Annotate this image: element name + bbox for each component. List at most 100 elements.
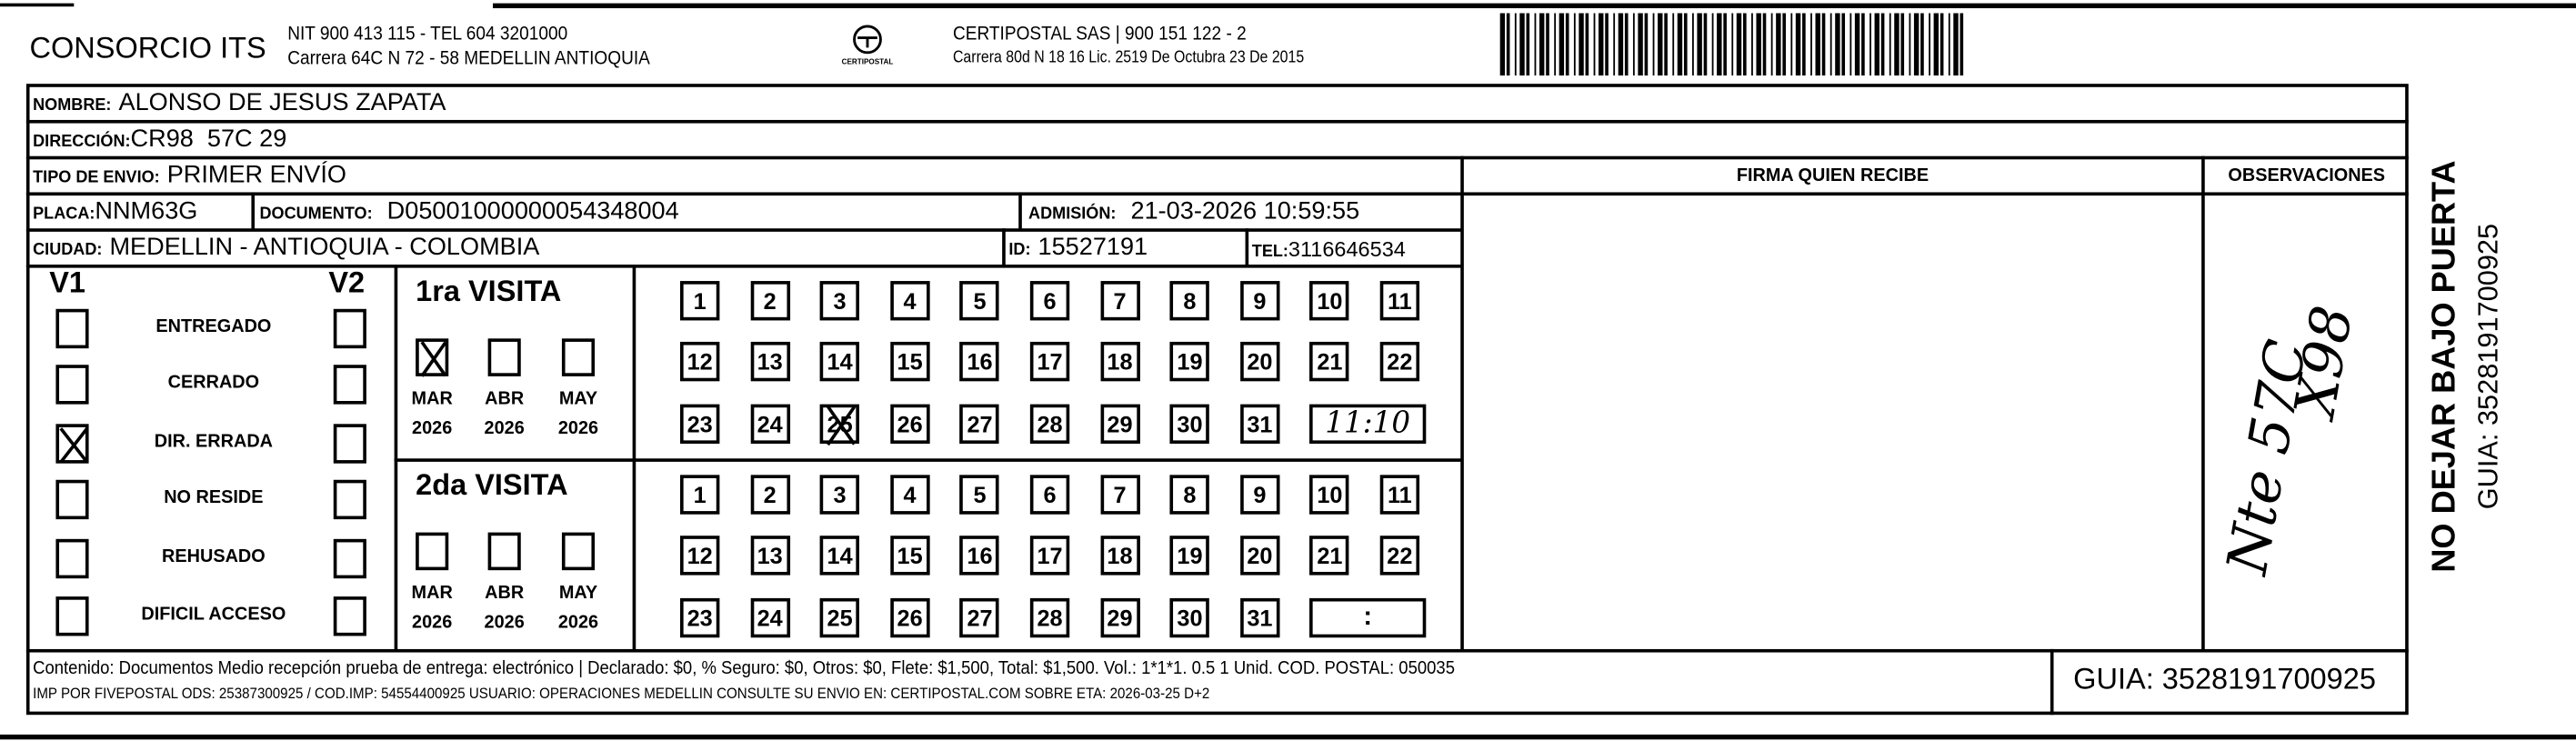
day-box[interactable]: 20 <box>1239 536 1280 576</box>
day-box[interactable]: 28 <box>1029 597 1070 638</box>
status-label: REHUSADO <box>161 546 266 567</box>
day-box[interactable]: 31 <box>1239 404 1280 444</box>
day-box[interactable]: 26 <box>889 597 930 638</box>
day-box[interactable]: 16 <box>959 536 1000 576</box>
day-box[interactable]: 5 <box>959 475 1000 515</box>
day-box[interactable]: 8 <box>1169 281 1210 321</box>
v2-checkbox[interactable] <box>333 479 366 520</box>
day-box[interactable]: 26 <box>889 404 930 444</box>
day-box[interactable]: 10 <box>1309 475 1350 515</box>
month-checkbox[interactable] <box>487 338 521 376</box>
day-box[interactable]: 24 <box>749 597 790 638</box>
day-box[interactable]: 4 <box>889 475 930 515</box>
day-box[interactable]: 7 <box>1099 475 1140 515</box>
day-box[interactable]: 2 <box>749 281 790 321</box>
signature-area[interactable] <box>1466 195 2200 649</box>
v2-checkbox[interactable] <box>333 596 366 636</box>
v1-checkbox[interactable] <box>55 479 89 520</box>
day-box[interactable]: 29 <box>1099 404 1140 444</box>
day-box[interactable]: 21 <box>1309 536 1350 576</box>
footer-imp-text: IMP POR FIVEPOSTAL ODS: 25387300925 / CO… <box>33 685 1210 702</box>
day-box[interactable]: 11 <box>1379 475 1420 515</box>
barcode-bar <box>1815 13 1820 76</box>
day-box[interactable]: 9 <box>1239 281 1280 321</box>
v2-checkbox[interactable] <box>333 538 366 579</box>
month-checkbox[interactable] <box>416 338 449 376</box>
day-box[interactable]: 2 <box>749 475 790 515</box>
day-box[interactable]: 28 <box>1029 404 1070 444</box>
day-box[interactable]: 20 <box>1239 341 1280 382</box>
day-box[interactable]: 27 <box>959 404 1000 444</box>
time-box[interactable]: 11:10 <box>1309 404 1427 444</box>
v2-checkbox[interactable] <box>333 308 366 349</box>
day-box[interactable]: 5 <box>959 281 1000 321</box>
day-box[interactable]: 9 <box>1239 475 1280 515</box>
barcode-bar <box>1940 13 1944 76</box>
day-box[interactable]: 1 <box>680 475 720 515</box>
day-box[interactable]: 23 <box>680 597 720 638</box>
day-box[interactable]: 19 <box>1169 341 1210 382</box>
day-box[interactable]: 19 <box>1169 536 1210 576</box>
day-box[interactable]: 6 <box>1029 281 1070 321</box>
barcode-bar <box>1632 13 1635 76</box>
day-box[interactable]: 17 <box>1029 536 1070 576</box>
day-box[interactable]: 22 <box>1379 341 1420 382</box>
day-box[interactable]: 14 <box>819 341 860 382</box>
day-box[interactable]: 14 <box>819 536 860 576</box>
day-box[interactable]: 23 <box>680 404 720 444</box>
status-label: DIFICIL ACCESO <box>141 605 286 625</box>
barcode-bar <box>1770 13 1773 76</box>
v1-checkbox[interactable] <box>55 365 89 405</box>
barcode-bar <box>1835 13 1840 76</box>
v1-checkbox[interactable] <box>55 538 89 579</box>
barcode-bar <box>1573 13 1576 76</box>
v2-checkbox[interactable] <box>333 365 366 405</box>
day-box[interactable]: 4 <box>889 281 930 321</box>
day-box[interactable]: 29 <box>1099 597 1140 638</box>
day-box[interactable]: 3 <box>819 281 860 321</box>
divider <box>394 264 398 651</box>
company-address: Carrera 64C N 72 - 58 MEDELLIN ANTIOQUIA <box>287 46 699 69</box>
barcode-bar <box>1644 13 1649 76</box>
day-box[interactable]: 15 <box>889 536 930 576</box>
month-checkbox[interactable] <box>561 338 596 376</box>
day-box[interactable]: 13 <box>749 341 790 382</box>
day-box[interactable]: 7 <box>1099 281 1140 321</box>
day-box[interactable]: 24 <box>749 404 790 444</box>
day-box[interactable]: 25 <box>819 404 860 444</box>
day-box[interactable]: 15 <box>889 341 930 382</box>
v2-checkbox[interactable] <box>333 424 366 464</box>
day-box[interactable]: 25 <box>819 597 860 638</box>
day-box[interactable]: 8 <box>1169 475 1210 515</box>
month-checkbox[interactable] <box>561 532 596 571</box>
barcode-bar <box>1579 13 1584 76</box>
day-box[interactable]: 13 <box>749 536 790 576</box>
day-box[interactable]: 11 <box>1379 281 1420 321</box>
day-box[interactable]: 18 <box>1099 341 1140 382</box>
v1-checkbox[interactable] <box>55 424 89 464</box>
month-checkbox[interactable] <box>416 532 449 571</box>
day-box[interactable]: 10 <box>1309 281 1350 321</box>
day-box[interactable]: 27 <box>959 597 1000 638</box>
day-box[interactable]: 3 <box>819 475 860 515</box>
day-box[interactable]: 30 <box>1169 597 1210 638</box>
barcode-bar <box>1519 13 1525 76</box>
barcode-bar <box>1894 13 1899 76</box>
month-checkbox[interactable] <box>487 532 521 571</box>
day-box[interactable]: 12 <box>680 341 720 382</box>
day-box[interactable]: 31 <box>1239 597 1280 638</box>
time-box[interactable]: : <box>1309 597 1427 638</box>
day-box[interactable]: 18 <box>1099 536 1140 576</box>
barcode-bar <box>1933 13 1940 76</box>
day-box[interactable]: 1 <box>680 281 720 321</box>
v1-checkbox[interactable] <box>55 596 89 636</box>
day-box[interactable]: 6 <box>1029 475 1070 515</box>
day-box[interactable]: 22 <box>1379 536 1420 576</box>
day-box[interactable]: 21 <box>1309 341 1350 382</box>
day-box[interactable]: 16 <box>959 341 1000 382</box>
day-box[interactable]: 17 <box>1029 341 1070 382</box>
v1-checkbox[interactable] <box>55 308 89 349</box>
day-box[interactable]: 12 <box>680 536 720 576</box>
day-box[interactable]: 30 <box>1169 404 1210 444</box>
barcode-bar <box>1782 13 1786 76</box>
